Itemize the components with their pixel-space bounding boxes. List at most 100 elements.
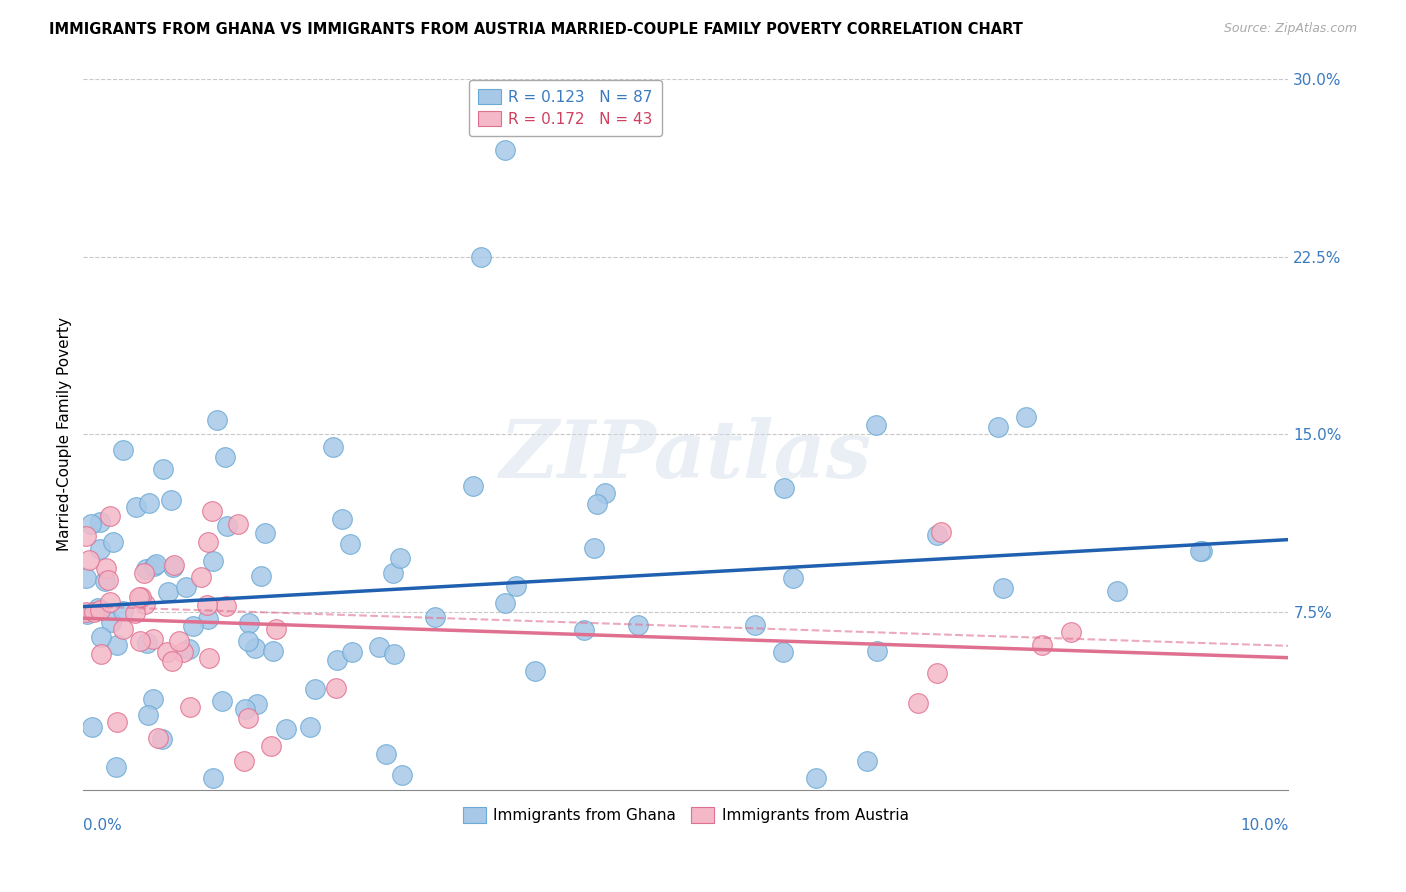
Point xyxy=(927,666,949,681)
Point xyxy=(236,711,259,725)
Point xyxy=(593,486,616,500)
Point xyxy=(236,633,259,648)
Point xyxy=(205,413,228,427)
Point xyxy=(494,596,516,610)
Point xyxy=(262,644,284,658)
Point xyxy=(177,642,200,657)
Point xyxy=(298,720,321,734)
Point xyxy=(1107,583,1129,598)
Point xyxy=(1014,410,1036,425)
Point xyxy=(202,771,225,785)
Text: ZIPatlas: ZIPatlas xyxy=(499,417,872,494)
Point xyxy=(772,645,794,659)
Point xyxy=(160,654,183,668)
Point xyxy=(322,440,344,454)
Point xyxy=(202,554,225,568)
Point xyxy=(160,493,183,508)
Point xyxy=(197,612,219,626)
Point xyxy=(89,603,111,617)
Point xyxy=(505,579,527,593)
Point xyxy=(90,630,112,644)
Point xyxy=(163,558,186,572)
Point xyxy=(330,511,353,525)
Point xyxy=(214,450,236,464)
Point xyxy=(112,604,135,618)
Y-axis label: Married-Couple Family Poverty: Married-Couple Family Poverty xyxy=(58,318,72,551)
Point xyxy=(89,542,111,557)
Point xyxy=(238,615,260,630)
Point xyxy=(865,418,887,433)
Point xyxy=(470,250,492,264)
Point xyxy=(128,590,150,604)
Point xyxy=(907,696,929,710)
Point xyxy=(856,754,879,768)
Point xyxy=(326,653,349,667)
Point xyxy=(626,617,648,632)
Point xyxy=(1060,625,1083,640)
Point xyxy=(75,529,97,543)
Point xyxy=(129,633,152,648)
Point xyxy=(461,479,484,493)
Point xyxy=(264,622,287,636)
Point xyxy=(105,714,128,729)
Point xyxy=(174,580,197,594)
Point xyxy=(87,600,110,615)
Point xyxy=(1191,544,1213,558)
Point xyxy=(135,635,157,649)
Point xyxy=(201,503,224,517)
Point xyxy=(75,571,97,585)
Point xyxy=(384,647,406,661)
Point xyxy=(368,640,391,655)
Point xyxy=(162,560,184,574)
Point xyxy=(925,528,948,542)
Point xyxy=(80,720,103,734)
Point xyxy=(124,500,146,514)
Point xyxy=(773,481,796,495)
Point xyxy=(152,462,174,476)
Legend: Immigrants from Ghana, Immigrants from Austria: Immigrants from Ghana, Immigrants from A… xyxy=(454,797,918,832)
Point xyxy=(75,606,97,620)
Point xyxy=(304,681,326,696)
Point xyxy=(76,607,98,622)
Point xyxy=(215,599,238,614)
Point xyxy=(97,573,120,587)
Point xyxy=(250,569,273,583)
Point xyxy=(572,623,595,637)
Point xyxy=(98,595,121,609)
Point xyxy=(90,648,112,662)
Point xyxy=(89,516,111,530)
Point xyxy=(744,618,766,632)
Point xyxy=(585,497,607,511)
Point xyxy=(135,562,157,576)
Point xyxy=(179,700,201,714)
Point xyxy=(142,692,165,706)
Point xyxy=(391,768,413,782)
Point xyxy=(112,442,135,457)
Point xyxy=(232,754,254,768)
Point xyxy=(172,645,194,659)
Point xyxy=(190,570,212,584)
Point xyxy=(866,644,889,658)
Point xyxy=(146,731,169,746)
Point xyxy=(98,508,121,523)
Point xyxy=(96,561,118,575)
Point xyxy=(79,516,101,531)
Point xyxy=(782,571,804,585)
Point xyxy=(423,609,446,624)
Point xyxy=(388,550,411,565)
Point xyxy=(145,557,167,571)
Point xyxy=(143,558,166,573)
Point xyxy=(197,535,219,549)
Point xyxy=(325,681,347,695)
Point xyxy=(131,591,153,605)
Point xyxy=(94,574,117,588)
Point xyxy=(929,525,952,540)
Point xyxy=(132,566,155,581)
Point xyxy=(156,584,179,599)
Point xyxy=(136,707,159,722)
Point xyxy=(339,537,361,551)
Point xyxy=(101,535,124,549)
Point xyxy=(134,597,156,611)
Point xyxy=(253,525,276,540)
Point xyxy=(156,645,179,659)
